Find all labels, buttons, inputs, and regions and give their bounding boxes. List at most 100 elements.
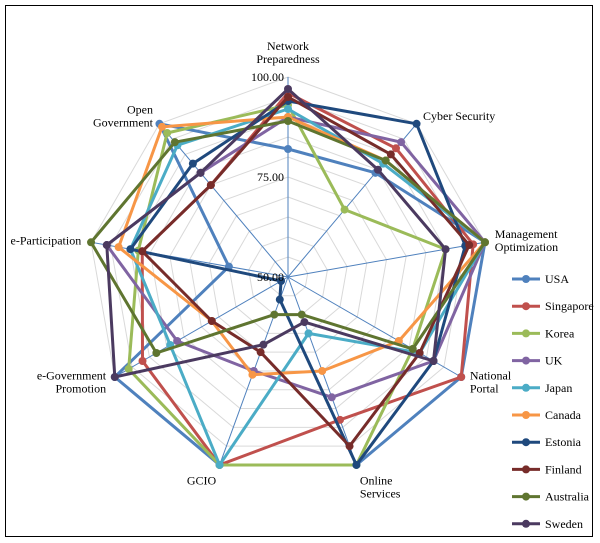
data-point [207,317,216,325]
data-point [256,348,265,357]
axis-label: Government [93,116,154,130]
data-point [340,205,349,214]
data-point [304,329,313,338]
legend-swatch-marker [522,302,530,311]
data-point [284,85,292,93]
data-point [284,117,292,125]
data-point [408,345,417,353]
data-point [270,310,279,319]
axis-label: Network [267,39,309,53]
legend-item: Finland [512,462,582,476]
grid-ring [110,96,466,447]
data-point [173,337,182,345]
data-point [87,238,96,247]
data-point [138,357,147,365]
data-point [386,150,395,159]
axis-label: Promotion [55,382,106,396]
series-line [140,95,471,448]
data-point [381,156,390,165]
legend-item: Australia [512,490,590,504]
grid-ring [267,256,309,297]
data-point [102,241,111,250]
legend-label: Sweden [545,517,583,531]
axis-label: National [470,369,512,383]
legend-label: UK [545,354,563,368]
data-point [284,105,292,113]
data-point [327,393,336,402]
data-point [275,295,284,304]
data-point [170,138,179,147]
legend-label: Japan [545,381,572,395]
data-point [297,310,306,319]
data-point [429,357,438,365]
data-point [284,93,292,101]
legend-swatch-marker [522,329,530,338]
data-point [259,340,268,349]
legend-label: USA [545,272,569,286]
tick-label: 75.00 [257,170,284,184]
tick-label: 50.00 [257,270,284,284]
axis-label: Services [360,486,401,500]
legend-item: USA [512,272,569,286]
axis-label: GCIO [187,473,217,487]
axis-label: e-Government [37,369,107,383]
data-point [158,122,167,131]
data-point [188,159,197,168]
data-point [284,145,292,153]
axis-label: Cyber Security [423,109,495,123]
data-point [480,238,489,247]
chart-frame [5,5,593,537]
series-australia [87,117,489,357]
data-point [126,245,135,254]
legend-item: UK [512,354,563,368]
data-point [138,247,147,256]
axis-spoke [159,123,289,278]
data-point [457,373,466,381]
data-point [300,318,309,327]
legend-item: Canada [512,408,582,422]
grid-ring [228,216,348,334]
legend: USA Singapore Korea UK Japan Canada Estonia Fin… [512,272,594,531]
legend-item: Korea [512,326,575,340]
axis-label: e-Participation [11,234,82,248]
data-point [114,243,123,252]
legend-item: Japan [512,381,572,395]
axis-label: Preparedness [256,52,320,66]
data-point [277,277,286,285]
data-point [397,138,406,147]
legend-swatch-marker [522,465,530,474]
axis-label: Portal [470,382,499,396]
radar-series [87,85,489,469]
series-line [128,99,467,467]
data-point [163,128,172,137]
series-line [105,87,448,379]
grid-ring [208,196,368,353]
legend-swatch-marker [522,411,530,419]
data-point [248,370,257,379]
tick-label: 100.00 [251,70,284,84]
legend-swatch-marker [522,438,530,447]
legend-item: Estonia [512,435,582,449]
legend-label: Canada [545,408,582,422]
data-point [318,366,327,375]
data-point [152,349,161,357]
grid-ring [188,176,388,372]
legend-item: Sweden [512,517,583,531]
axis-label: Open [127,103,153,117]
legend-label: Korea [545,326,575,340]
series-line [127,103,448,467]
axis-label: Optimization [495,240,558,254]
data-point [412,119,421,128]
data-point [215,460,224,469]
legend-label: Finland [545,462,582,476]
series-finland [138,93,474,451]
data-point [373,165,382,174]
data-point [124,365,133,373]
data-point [352,460,361,469]
axis-spoke [90,241,289,278]
grid-ring [169,156,407,391]
axis-spoke [287,241,486,278]
legend-label: Singapore [545,299,594,313]
